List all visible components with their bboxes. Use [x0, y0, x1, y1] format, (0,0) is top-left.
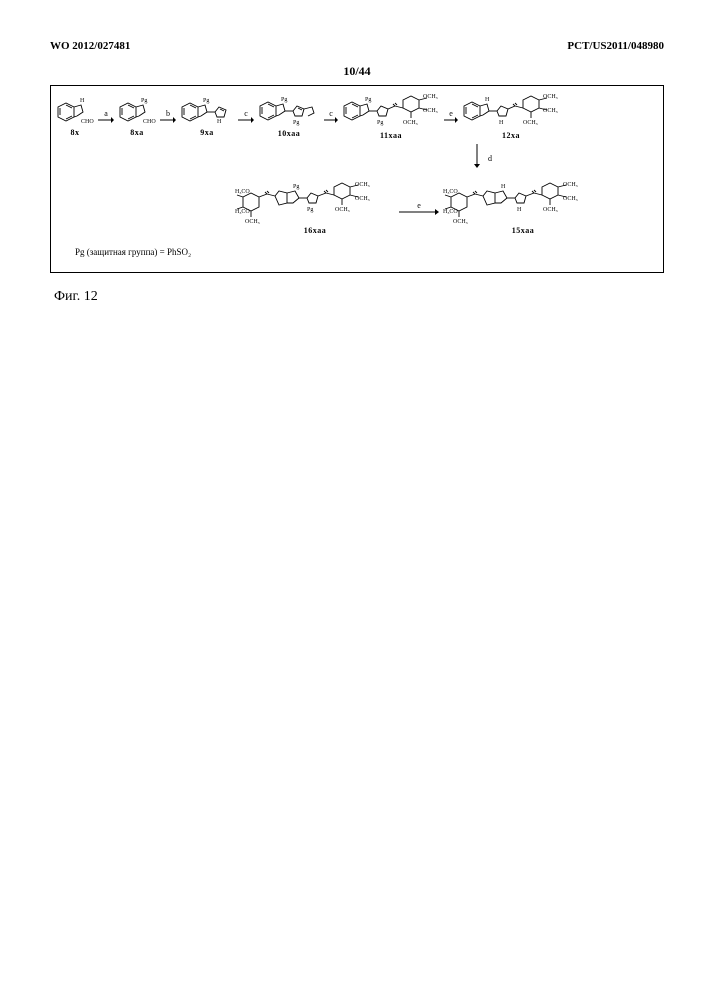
svg-text:OCH₃: OCH₃ [355, 196, 370, 202]
reaction-arrow: a [98, 109, 114, 124]
header-left: WO 2012/027481 [50, 40, 130, 52]
molecule-8xa: Pg CHO 8xa [117, 95, 157, 137]
svg-text:H: H [501, 184, 506, 190]
svg-text:OCH₃: OCH₃ [335, 207, 350, 213]
svg-text:OCH₃: OCH₃ [563, 196, 578, 202]
svg-text:Pg: Pg [365, 97, 371, 103]
molecule-label: 10xaa [278, 130, 301, 138]
svg-text:OCH₃: OCH₃ [423, 108, 438, 114]
svg-text:OCH₃: OCH₃ [403, 120, 418, 126]
svg-text:OCH₃: OCH₃ [245, 219, 260, 225]
svg-text:OCH₃: OCH₃ [523, 120, 538, 126]
reaction-arrow: c [324, 109, 338, 124]
svg-text:CHO: CHO [143, 119, 156, 125]
reaction-arrow-down: d [295, 144, 659, 177]
svg-text:H₃CO: H₃CO [443, 209, 458, 215]
molecule-label: 8x [71, 129, 80, 137]
reaction-arrow: e [444, 109, 458, 124]
svg-text:Pg: Pg [293, 120, 299, 126]
reaction-arrow: e [399, 201, 439, 216]
svg-text:H₃CO: H₃CO [443, 189, 458, 195]
molecule-16xaa: Pg Pg H₃CO H₃CO OCH₃ OCH₃ OCH₃ OCH₃ 16xa… [235, 181, 395, 235]
molecule-15xaa: H H H₃CO H₃CO OCH₃ OCH₃ OCH₃ OCH₃ 15xaa [443, 181, 603, 235]
svg-text:H: H [485, 97, 490, 103]
page-header: WO 2012/027481 PCT/US2011/048980 [50, 40, 664, 52]
molecule-9xa: Pg H 9xa [179, 95, 235, 137]
svg-text:Pg: Pg [293, 184, 299, 190]
svg-text:Pg: Pg [203, 98, 209, 104]
figure-caption: Фиг. 12 [54, 289, 664, 305]
molecule-label: 12xa [502, 132, 520, 140]
page-number: 10/44 [50, 64, 664, 79]
molecule-11xaa: Pg Pg OCH₃ OCH₃ OCH₃ 11xaa [341, 92, 441, 140]
molecule-label: 11xaa [380, 132, 402, 140]
reaction-arrow: b [160, 109, 176, 124]
reaction-scheme-box: H CHO 8x a Pg CH [50, 85, 664, 273]
svg-text:H: H [217, 119, 222, 125]
svg-text:OCH₃: OCH₃ [543, 108, 558, 114]
molecule-8x: H CHO 8x [55, 95, 95, 137]
molecule-label: 9xa [200, 129, 214, 137]
molecule-12xa: H H OCH₃ OCH₃ OCH₃ 12xa [461, 92, 561, 140]
scheme-row-2: Pg Pg H₃CO H₃CO OCH₃ OCH₃ OCH₃ OCH₃ 16xa… [235, 181, 659, 235]
molecule-label: 15xaa [512, 227, 535, 235]
svg-text:OCH₃: OCH₃ [543, 94, 558, 100]
reaction-arrow: c [238, 109, 254, 124]
molecule-10xaa: Pg Pg 10xaa [257, 94, 321, 138]
svg-text:CHO: CHO [81, 119, 94, 125]
molecule-label: 8xa [130, 129, 144, 137]
svg-text:Pg: Pg [307, 207, 313, 213]
svg-text:H: H [517, 207, 522, 213]
svg-text:H₃CO: H₃CO [235, 209, 250, 215]
svg-text:H: H [499, 120, 504, 126]
svg-text:OCH₃: OCH₃ [453, 219, 468, 225]
svg-text:OCH₃: OCH₃ [423, 94, 438, 100]
page: WO 2012/027481 PCT/US2011/048980 10/44 H… [0, 0, 714, 999]
svg-text:OCH₃: OCH₃ [543, 207, 558, 213]
svg-text:H: H [80, 98, 85, 104]
svg-text:Pg: Pg [281, 97, 287, 103]
scheme-row-1: H CHO 8x a Pg CH [55, 92, 659, 140]
header-right: PCT/US2011/048980 [567, 40, 664, 52]
molecule-label: 16xaa [304, 227, 327, 235]
svg-text:Pg: Pg [377, 120, 383, 126]
svg-text:H₃CO: H₃CO [235, 189, 250, 195]
protecting-group-note: Pg (защитная группа) = PhSO₂ [75, 247, 659, 257]
svg-text:OCH₃: OCH₃ [563, 182, 578, 188]
svg-text:Pg: Pg [141, 98, 147, 104]
svg-text:OCH₃: OCH₃ [355, 182, 370, 188]
